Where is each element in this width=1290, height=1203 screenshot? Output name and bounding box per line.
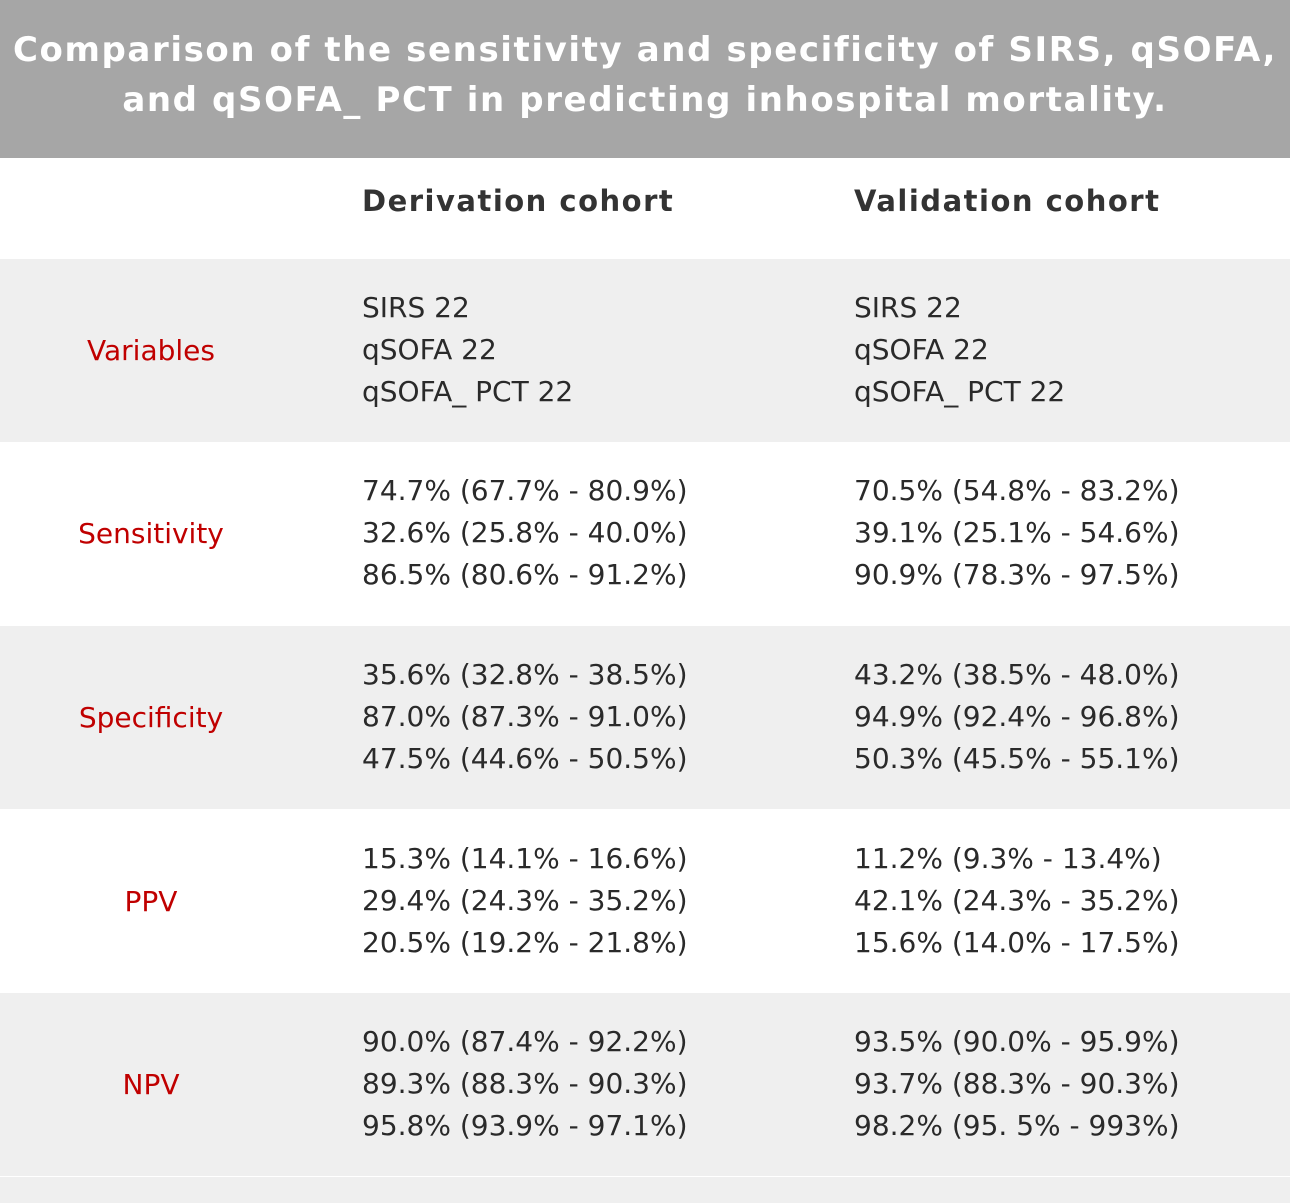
derivation-cell: 90.0% (87.4% - 92.2%) 89.3% (88.3% - 90.… xyxy=(362,1021,688,1147)
cell-value: 32.6% (25.8% - 40.0%) xyxy=(362,516,688,549)
cell-value: 90.0% (87.4% - 92.2%) xyxy=(362,1025,688,1058)
row-label: PPV xyxy=(124,885,178,918)
column-header-validation: Validation cohort xyxy=(854,184,1161,218)
cell-value: 89.3% (88.3% - 90.3%) xyxy=(362,1067,688,1100)
validation-cell: SIRS 22 qSOFA 22 qSOFA_ PCT 22 xyxy=(854,287,1065,413)
cell-value: 90.9% (78.3% - 97.5%) xyxy=(854,558,1180,591)
cell-value: 98.2% (95. 5% - 993%) xyxy=(854,1109,1180,1142)
table-row-variables: Variables SIRS 22 qSOFA 22 qSOFA_ PCT 22… xyxy=(0,259,1290,442)
table-row-npv: NPV 90.0% (87.4% - 92.2%) 89.3% (88.3% -… xyxy=(0,993,1290,1176)
cell-value: 42.1% (24.3% - 35.2%) xyxy=(854,884,1180,917)
title-line-1: Comparison of the sensitivity and specif… xyxy=(12,30,1278,70)
derivation-cell: 35.6% (32.8% - 38.5%) 87.0% (87.3% - 91.… xyxy=(362,654,688,780)
derivation-cell: SIRS 22 qSOFA 22 qSOFA_ PCT 22 xyxy=(362,287,573,413)
table-row-ppv: PPV 15.3% (14.1% - 16.6%) 29.4% (24.3% -… xyxy=(0,810,1290,993)
cell-value: 93.5% (90.0% - 95.9%) xyxy=(854,1025,1180,1058)
cell-value: SIRS 22 xyxy=(854,291,962,324)
cell-value: 39.1% (25.1% - 54.6%) xyxy=(854,516,1180,549)
cell-value: 11.2% (9.3% - 13.4%) xyxy=(854,842,1162,875)
validation-cell: 11.2% (9.3% - 13.4%) 42.1% (24.3% - 35.2… xyxy=(854,838,1180,964)
title-banner: Comparison of the sensitivity and specif… xyxy=(0,0,1290,158)
table-bottom-strip xyxy=(0,1177,1290,1203)
cell-value: 93.7% (88.3% - 90.3%) xyxy=(854,1067,1180,1100)
title-line-2: and qSOFA_ PCT in predicting inhospital … xyxy=(122,80,1168,120)
cell-value: 43.2% (38.5% - 48.0%) xyxy=(854,658,1180,691)
validation-cell: 93.5% (90.0% - 95.9%) 93.7% (88.3% - 90.… xyxy=(854,1021,1180,1147)
cell-value: 35.6% (32.8% - 38.5%) xyxy=(362,658,688,691)
cell-value: 20.5% (19.2% - 21.8%) xyxy=(362,926,688,959)
cell-value: 70.5% (54.8% - 83.2%) xyxy=(854,474,1180,507)
cell-value: 86.5% (80.6% - 91.2%) xyxy=(362,558,688,591)
cell-value: 95.8% (93.9% - 97.1%) xyxy=(362,1109,688,1142)
row-label: Specificity xyxy=(78,701,224,734)
cell-value: 94.9% (92.4% - 96.8%) xyxy=(854,700,1180,733)
cell-value: qSOFA_ PCT 22 xyxy=(362,375,574,408)
derivation-cell: 15.3% (14.1% - 16.6%) 29.4% (24.3% - 35.… xyxy=(362,838,688,964)
table-row-sensitivity: Sensitivity 74.7% (67.7% - 80.9%) 32.6% … xyxy=(0,442,1290,625)
validation-cell: 43.2% (38.5% - 48.0%) 94.9% (92.4% - 96.… xyxy=(854,654,1180,780)
row-label: NPV xyxy=(122,1068,180,1101)
cell-value: 47.5% (44.6% - 50.5%) xyxy=(362,742,688,775)
row-label: Variables xyxy=(87,334,215,367)
derivation-cell: 74.7% (67.7% - 80.9%) 32.6% (25.8% - 40.… xyxy=(362,470,688,596)
cell-value: SIRS 22 xyxy=(362,291,470,324)
table-row-specificity: Specificity 35.6% (32.8% - 38.5%) 87.0% … xyxy=(0,626,1290,809)
row-label: Sensitivity xyxy=(78,517,224,550)
validation-cell: 70.5% (54.8% - 83.2%) 39.1% (25.1% - 54.… xyxy=(854,470,1180,596)
cell-value: 15.3% (14.1% - 16.6%) xyxy=(362,842,688,875)
cell-value: 29.4% (24.3% - 35.2%) xyxy=(362,884,688,917)
cell-value: 15.6% (14.0% - 17.5%) xyxy=(854,926,1180,959)
cell-value: 87.0% (87.3% - 91.0%) xyxy=(362,700,688,733)
cell-value: 50.3% (45.5% - 55.1%) xyxy=(854,742,1180,775)
cell-value: qSOFA 22 xyxy=(854,333,989,366)
cell-value: 74.7% (67.7% - 80.9%) xyxy=(362,474,688,507)
cell-value: qSOFA 22 xyxy=(362,333,497,366)
column-header-derivation: Derivation cohort xyxy=(362,184,675,218)
cell-value: qSOFA_ PCT 22 xyxy=(854,375,1066,408)
